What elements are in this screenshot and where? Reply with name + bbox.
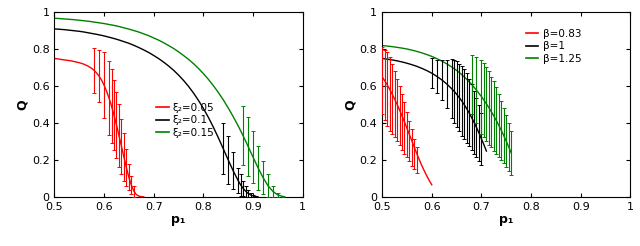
Y-axis label: Q: Q <box>16 99 29 110</box>
X-axis label: p₁: p₁ <box>172 213 186 226</box>
Legend: ξ₂=0.05, ξ₂=0.1, ξ₂=0.15: ξ₂=0.05, ξ₂=0.1, ξ₂=0.15 <box>154 101 216 140</box>
Y-axis label: Q: Q <box>344 99 356 110</box>
X-axis label: p₁: p₁ <box>499 213 513 226</box>
Legend: β=0.83, β=1, β=1.25: β=0.83, β=1, β=1.25 <box>524 27 583 66</box>
